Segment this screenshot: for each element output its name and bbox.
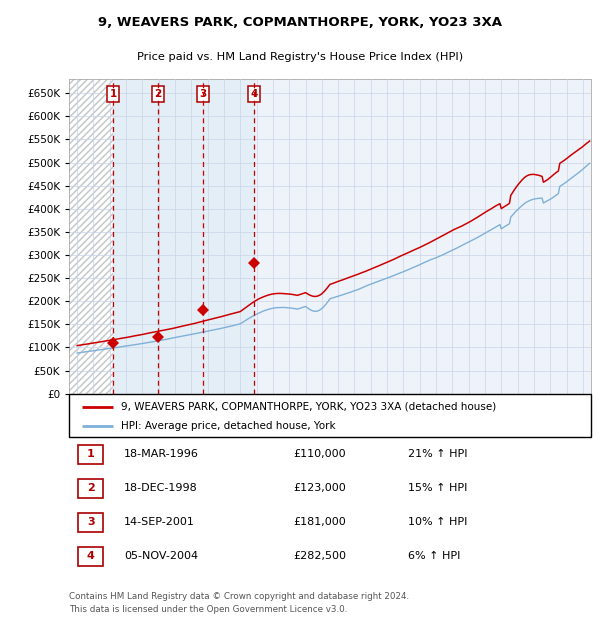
Text: 18-MAR-1996: 18-MAR-1996 [124, 449, 199, 459]
Text: 9, WEAVERS PARK, COPMANTHORPE, YORK, YO23 3XA: 9, WEAVERS PARK, COPMANTHORPE, YORK, YO2… [98, 16, 502, 29]
Bar [69, 79, 113, 394]
Text: 2: 2 [154, 89, 161, 99]
Text: 18-DEC-1998: 18-DEC-1998 [124, 483, 197, 494]
Text: 05-NOV-2004: 05-NOV-2004 [124, 551, 198, 562]
Text: Price paid vs. HM Land Registry's House Price Index (HPI): Price paid vs. HM Land Registry's House … [137, 52, 463, 62]
FancyBboxPatch shape [79, 547, 103, 566]
Text: 4: 4 [87, 551, 95, 562]
Text: 9, WEAVERS PARK, COPMANTHORPE, YORK, YO23 3XA (detached house): 9, WEAVERS PARK, COPMANTHORPE, YORK, YO2… [121, 402, 496, 412]
Text: 1: 1 [110, 89, 117, 99]
FancyBboxPatch shape [79, 479, 103, 498]
Text: 3: 3 [87, 517, 95, 528]
Text: 14-SEP-2001: 14-SEP-2001 [124, 517, 194, 528]
Text: 6% ↑ HPI: 6% ↑ HPI [409, 551, 461, 562]
Text: 3: 3 [199, 89, 206, 99]
Text: 4: 4 [250, 89, 257, 99]
Text: £282,500: £282,500 [293, 551, 346, 562]
Text: 21% ↑ HPI: 21% ↑ HPI [409, 449, 468, 459]
Bar [113, 79, 158, 394]
Bar [203, 79, 254, 394]
Text: £110,000: £110,000 [293, 449, 346, 459]
Text: 2: 2 [87, 483, 95, 494]
Text: £123,000: £123,000 [293, 483, 346, 494]
Text: 1: 1 [87, 449, 95, 459]
Bar [158, 79, 203, 394]
FancyBboxPatch shape [79, 445, 103, 464]
FancyBboxPatch shape [79, 513, 103, 532]
FancyBboxPatch shape [69, 394, 591, 437]
Text: £181,000: £181,000 [293, 517, 346, 528]
Text: 15% ↑ HPI: 15% ↑ HPI [409, 483, 467, 494]
Text: Contains HM Land Registry data © Crown copyright and database right 2024.
This d: Contains HM Land Registry data © Crown c… [69, 592, 409, 614]
Text: HPI: Average price, detached house, York: HPI: Average price, detached house, York [121, 421, 336, 432]
Text: 10% ↑ HPI: 10% ↑ HPI [409, 517, 467, 528]
